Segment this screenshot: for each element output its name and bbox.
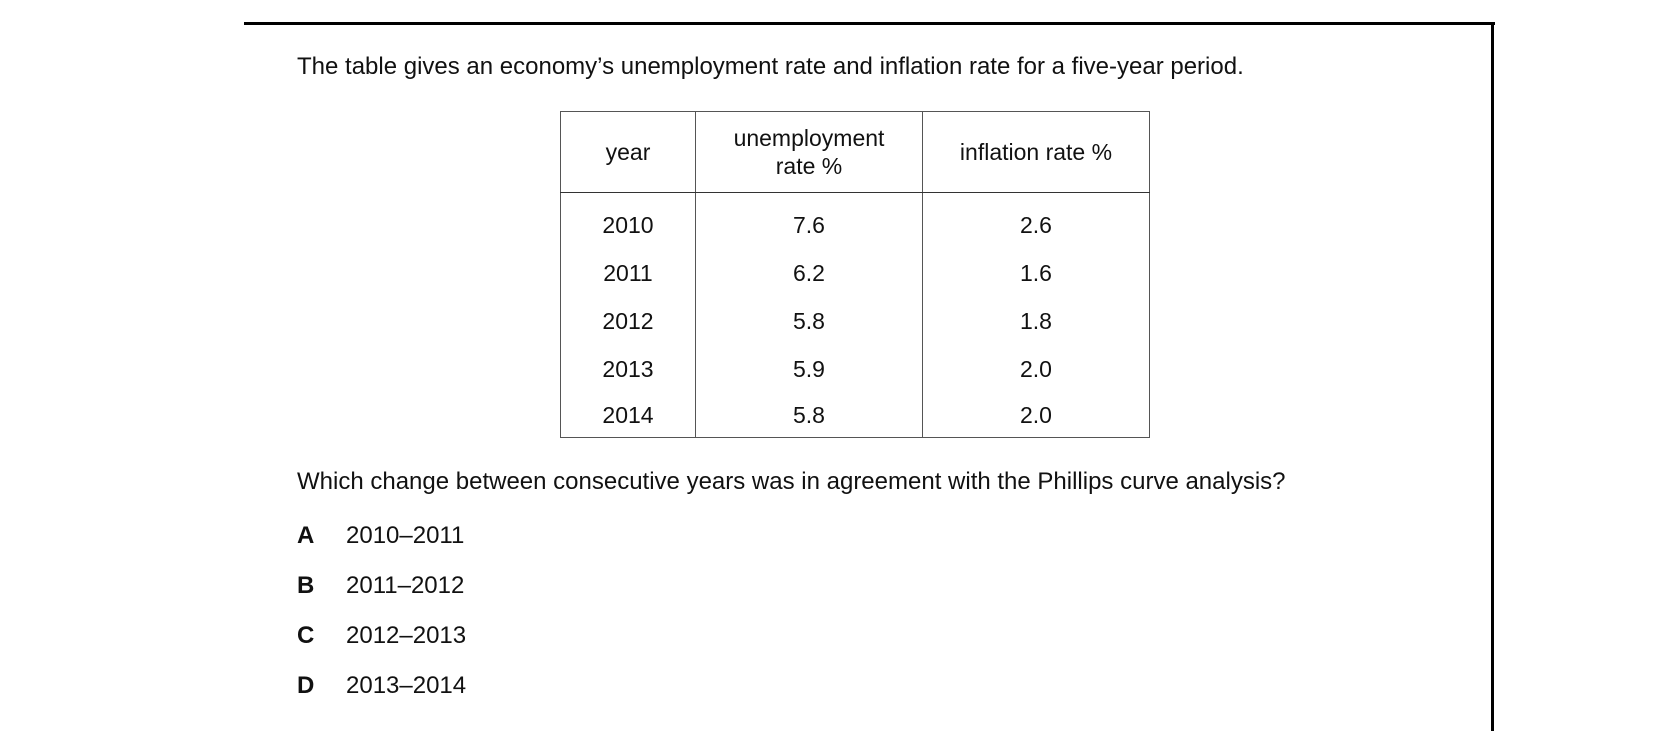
table-cell: 5.8 xyxy=(695,297,923,345)
header-cell: unemployment rate % xyxy=(695,111,923,193)
option-text: 2013–2014 xyxy=(346,672,467,699)
table-cell: 1.6 xyxy=(922,249,1150,297)
option-text: 2010–2011 xyxy=(346,522,465,549)
table-body: 2010 7.6 2.6 2011 6.2 1.6 2012 5.8 1.8 2013 5.9 2.0… xyxy=(561,192,1150,438)
option-text: 2011–2012 xyxy=(346,572,465,599)
data-table: year unemployment rate % inflation rate … xyxy=(560,111,1150,438)
header-cell: year xyxy=(560,111,696,193)
table-cell: 5.9 xyxy=(695,345,923,393)
table-row: 2014 5.8 2.0 xyxy=(561,393,1150,438)
table-cell: 2012 xyxy=(602,307,654,334)
header-row: year unemployment rate % inflation rate … xyxy=(560,111,1150,193)
option-letter: C xyxy=(297,622,315,649)
intro-text: The table gives an economy’s unemploymen… xyxy=(297,53,1244,80)
table-cell: 6.2 xyxy=(695,249,923,297)
table-cell: 2010 xyxy=(602,211,654,238)
table-row: 2012 5.8 1.8 xyxy=(561,297,1150,345)
header-cell: inflation rate % xyxy=(922,111,1150,193)
top-rule xyxy=(244,22,1495,25)
table-cell: 2.0 xyxy=(922,393,1150,438)
table-row: 2013 5.9 2.0 xyxy=(561,345,1150,393)
option-letter: D xyxy=(297,672,315,699)
option-letter: B xyxy=(297,572,315,599)
table-cell: 5.8 xyxy=(695,393,923,438)
header-text: unemployment rate % xyxy=(733,125,885,179)
right-rule xyxy=(1491,22,1494,731)
table-cell: 2.6 xyxy=(922,192,1150,249)
option-text: 2012–2013 xyxy=(346,622,467,649)
table-cell: 2.0 xyxy=(922,345,1150,393)
table-cell: 1.8 xyxy=(922,297,1150,345)
table-row: 2011 6.2 1.6 xyxy=(561,249,1150,297)
table-row: 2010 7.6 2.6 xyxy=(561,192,1150,249)
question-text: Which change between consecutive years w… xyxy=(297,468,1286,495)
table-cell: 7.6 xyxy=(695,192,923,249)
table-cell: 2014 xyxy=(602,401,654,428)
option-letter: A xyxy=(297,522,315,549)
table-cell: 2013 xyxy=(602,355,654,382)
table-cell: 2011 xyxy=(603,259,653,286)
